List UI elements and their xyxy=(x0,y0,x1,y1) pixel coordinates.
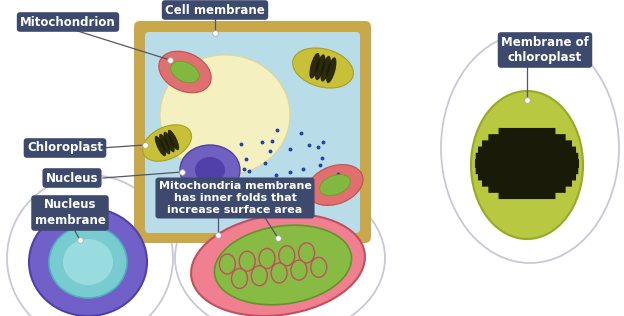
FancyBboxPatch shape xyxy=(478,147,576,155)
Ellipse shape xyxy=(259,248,275,269)
Ellipse shape xyxy=(291,260,307,280)
FancyBboxPatch shape xyxy=(475,159,579,168)
Text: Cell membrane: Cell membrane xyxy=(165,3,265,16)
Ellipse shape xyxy=(159,134,170,154)
Ellipse shape xyxy=(279,246,295,266)
Ellipse shape xyxy=(49,226,127,298)
FancyBboxPatch shape xyxy=(145,32,360,233)
Text: Nucleus
membrane: Nucleus membrane xyxy=(34,198,105,228)
Ellipse shape xyxy=(191,214,365,316)
Ellipse shape xyxy=(220,254,235,274)
FancyBboxPatch shape xyxy=(475,165,578,174)
Ellipse shape xyxy=(441,33,619,263)
Ellipse shape xyxy=(29,208,147,316)
Ellipse shape xyxy=(7,175,173,316)
Ellipse shape xyxy=(326,57,336,83)
FancyBboxPatch shape xyxy=(499,190,555,199)
Ellipse shape xyxy=(315,54,325,80)
Ellipse shape xyxy=(310,53,320,79)
Ellipse shape xyxy=(251,266,267,286)
FancyBboxPatch shape xyxy=(482,140,572,149)
Ellipse shape xyxy=(163,132,175,152)
Ellipse shape xyxy=(171,61,199,83)
FancyBboxPatch shape xyxy=(478,172,576,180)
Ellipse shape xyxy=(232,269,248,289)
Ellipse shape xyxy=(239,251,255,271)
Text: Mitochondrion: Mitochondrion xyxy=(20,15,116,28)
Ellipse shape xyxy=(307,165,363,205)
FancyBboxPatch shape xyxy=(475,153,578,162)
Ellipse shape xyxy=(168,130,179,150)
Ellipse shape xyxy=(471,91,583,239)
Ellipse shape xyxy=(63,239,113,285)
Ellipse shape xyxy=(142,125,192,161)
FancyBboxPatch shape xyxy=(489,184,565,193)
Ellipse shape xyxy=(160,55,290,175)
Ellipse shape xyxy=(321,56,331,82)
Ellipse shape xyxy=(311,257,327,277)
Ellipse shape xyxy=(159,51,211,93)
Ellipse shape xyxy=(215,225,351,305)
Ellipse shape xyxy=(293,48,353,88)
FancyBboxPatch shape xyxy=(489,134,565,143)
Ellipse shape xyxy=(299,243,314,263)
Ellipse shape xyxy=(319,174,350,196)
FancyBboxPatch shape xyxy=(482,178,572,187)
FancyBboxPatch shape xyxy=(499,128,555,137)
Ellipse shape xyxy=(195,157,225,183)
Ellipse shape xyxy=(175,179,385,316)
Text: Mitochondria membrane
has inner folds that
increase surface area: Mitochondria membrane has inner folds th… xyxy=(158,181,311,216)
Ellipse shape xyxy=(155,136,166,156)
Text: Chloroplast: Chloroplast xyxy=(27,142,103,155)
FancyBboxPatch shape xyxy=(134,21,371,243)
Text: Nucleus: Nucleus xyxy=(46,172,98,185)
Ellipse shape xyxy=(271,263,287,283)
Text: Membrane of
chloroplast: Membrane of chloroplast xyxy=(501,35,589,64)
Ellipse shape xyxy=(180,145,240,195)
